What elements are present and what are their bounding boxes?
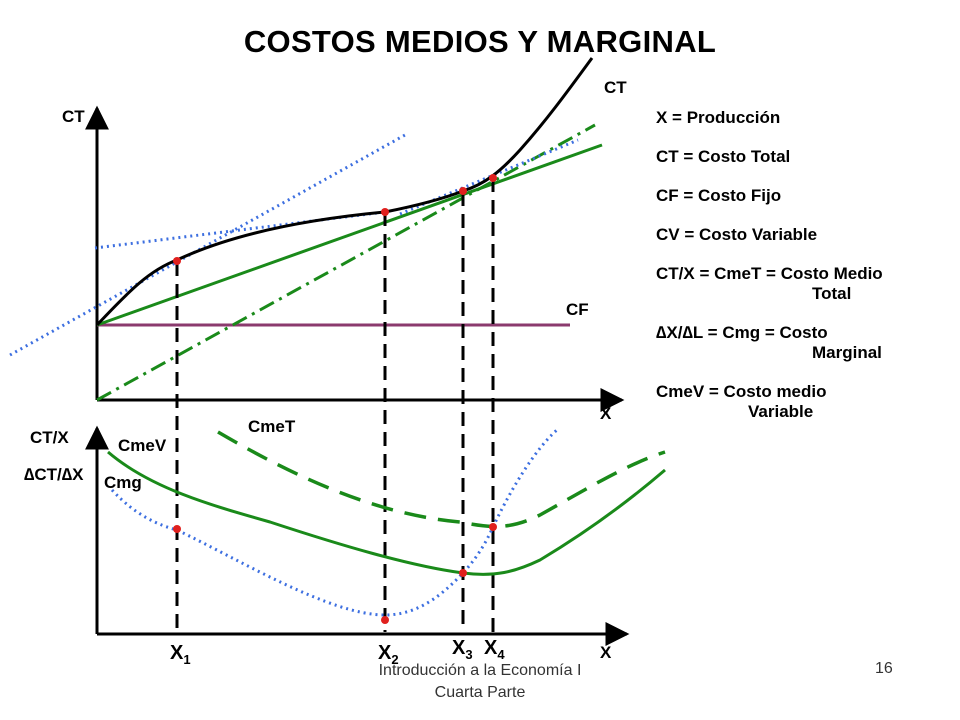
legend-item: CT/X = CmeT = Costo Medio Total <box>656 264 883 303</box>
tangent-line-x2 <box>94 210 386 250</box>
cmg-point-x1 <box>173 525 181 533</box>
legend-item: X = Producción <box>656 108 781 127</box>
marker-x4: X4 <box>484 637 505 662</box>
slide-footer: Introducción a la Economía I Cuarta Part… <box>330 660 630 704</box>
ct-point-x2 <box>381 208 389 216</box>
bottom-x-axis-label: X <box>600 643 612 662</box>
cmet-point-x4 <box>489 523 497 531</box>
slide-title: COSTOS MEDIOS Y MARGINAL <box>243 24 717 59</box>
ct-point-x1 <box>173 257 181 265</box>
bottom-y-axis-label-2: ∆CT/∆X <box>24 465 84 484</box>
tangent-line-x1 <box>9 133 406 357</box>
cmet-curve-label: CmeT <box>248 417 296 436</box>
legend-item: CmeV = Costo medio Variable <box>656 382 827 421</box>
cmet-curve <box>217 430 666 529</box>
ct-curve-label: CT <box>604 78 627 97</box>
ct-point-x4 <box>489 174 497 182</box>
bottom-y-axis-label-1: CT/X <box>30 428 69 447</box>
cmet-ray-line <box>96 143 603 327</box>
footer-line-2: Cuarta Parte <box>434 684 526 701</box>
cmg-curve <box>110 428 558 617</box>
marker-x1: X1 <box>170 642 191 667</box>
footer-line-1: Introducción a la Economía I <box>378 662 582 679</box>
cmev-point-x3 <box>459 569 467 577</box>
legend: X = Producción CT = Costo Total CF = Cos… <box>656 108 883 441</box>
legend-item: CF = Costo Fijo <box>656 186 782 205</box>
marker-x3: X3 <box>452 637 473 662</box>
page-number: 16 <box>875 660 893 677</box>
cmev-curve <box>107 450 666 576</box>
legend-item: CV = Costo Variable <box>656 225 818 244</box>
cmg-point-x2 <box>381 616 389 624</box>
top-y-axis-label: CT <box>62 107 85 126</box>
legend-item: ∆X/∆L = Cmg = Costo Marginal <box>656 323 882 362</box>
ct-point-x3 <box>459 187 467 195</box>
ct-curve <box>95 57 594 327</box>
cmev-curve-label: CmeV <box>118 436 167 455</box>
cf-line-label: CF <box>566 300 589 319</box>
top-x-axis-label: X <box>600 404 612 423</box>
cmev-ray-line <box>96 123 596 402</box>
cmg-curve-label: Cmg <box>104 473 142 492</box>
legend-item: CT = Costo Total <box>656 147 791 166</box>
marker-x2: X2 <box>378 642 399 667</box>
